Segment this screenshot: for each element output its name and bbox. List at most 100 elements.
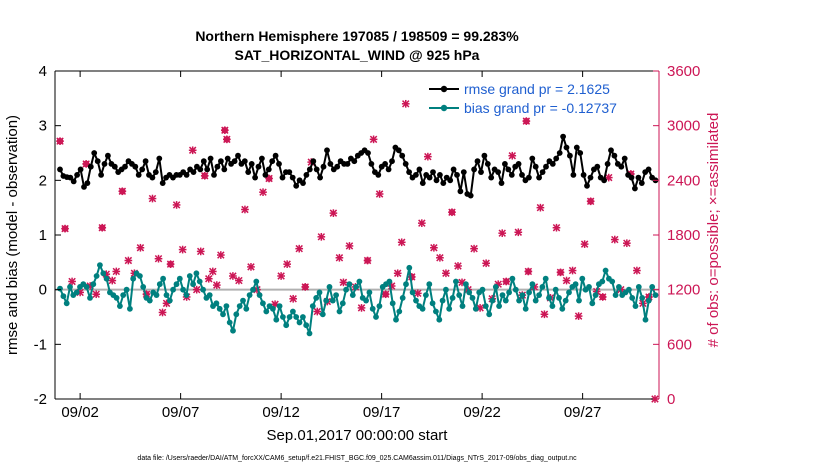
rmse-point (635, 174, 642, 181)
bias-point (549, 303, 556, 309)
rmse-point (94, 158, 101, 165)
bias-point (559, 305, 566, 312)
chart-title-line1: Northern Hemisphere 197085 / 198509 = 99… (195, 28, 519, 44)
rmse-point (269, 158, 276, 165)
bias-point (459, 303, 466, 309)
bias-point (532, 297, 539, 304)
bias-point (516, 297, 522, 304)
obs-assimilated-point (98, 223, 107, 232)
obs-assimilated-point (454, 262, 462, 270)
x-tick-label: 09/07 (162, 404, 200, 421)
rmse-point (279, 174, 286, 181)
bias-point (369, 305, 376, 312)
bias-point (512, 286, 519, 293)
obs-assimilated-point (221, 126, 229, 135)
rmse-point (211, 172, 217, 178)
obs-assimilated-point (223, 135, 231, 144)
rmse-point (235, 152, 241, 159)
rmse-point (604, 161, 611, 167)
rmse-point (399, 152, 406, 159)
rmse-point (553, 155, 560, 162)
bias-point (263, 308, 270, 315)
rmse-point (573, 144, 580, 151)
rmse-point (484, 161, 491, 167)
obs-assimilated-point (381, 290, 390, 299)
bias-point (353, 284, 359, 290)
obs-assimilated-point (556, 268, 565, 277)
series-group (57, 133, 659, 337)
bias-point (616, 284, 622, 290)
bias-point (137, 273, 143, 279)
obs-assimilated-point (301, 283, 310, 291)
bias-point (339, 300, 346, 307)
bias-point (635, 284, 642, 290)
obs-assimilated-point (118, 187, 127, 196)
rmse-point (536, 174, 542, 181)
bias-point (213, 300, 220, 307)
rmse-point (241, 158, 248, 165)
rmse-point (248, 161, 255, 167)
obs-assimilated-point (283, 260, 291, 268)
obs-assimilated-point (204, 274, 213, 283)
obs-assimilated-point (448, 208, 456, 217)
obs-assimilated-point (335, 253, 344, 262)
rmse-point (413, 172, 419, 178)
bias-point (363, 297, 369, 304)
rmse-point (402, 161, 409, 167)
rmse-point (224, 155, 231, 162)
obs-assimilated-point (393, 269, 402, 278)
bias-point (542, 275, 549, 282)
rmse-point (77, 166, 84, 173)
bias-point (645, 297, 652, 304)
rmse-point (638, 180, 645, 187)
obs-assimilated-point (148, 194, 157, 203)
bias-point (472, 305, 479, 312)
rmse-point (567, 152, 573, 159)
bias-point (220, 311, 226, 318)
bias-point (482, 303, 489, 309)
bias-point (539, 284, 546, 290)
obs-assimilated-point (345, 242, 354, 250)
bias-point (323, 297, 330, 304)
obs-assimilated-point (508, 151, 517, 160)
obs-assimilated-point (552, 223, 561, 232)
rmse-point (276, 161, 282, 167)
bias-point (626, 286, 632, 293)
rmse-point (611, 152, 618, 159)
bias-point (566, 289, 572, 296)
x-tick-label: 09/27 (564, 404, 602, 421)
rmse-point (618, 163, 625, 170)
rmse-point (498, 180, 505, 187)
rmse-point (122, 163, 128, 170)
obs-assimilated-point (562, 276, 571, 285)
bias-point (612, 292, 619, 298)
bias-point (586, 284, 592, 290)
obs-assimilated-point (259, 188, 267, 197)
bias-point (166, 297, 173, 304)
bias-point (453, 278, 459, 285)
bias-point (373, 314, 379, 320)
rmse-point (594, 163, 601, 170)
y-axis-label-right: # of obs: o=possible; ×=assimilated (705, 113, 722, 348)
obs-assimilated-point (329, 209, 338, 217)
bias-point (67, 284, 73, 290)
bias-point (403, 281, 409, 288)
rmse-point (159, 180, 166, 187)
obs-assimilated-point (277, 272, 285, 280)
bias-point (419, 305, 426, 312)
rmse-point (406, 169, 412, 176)
rmse-point (200, 158, 207, 165)
rmse-point (317, 174, 323, 181)
bias-point (276, 303, 283, 309)
obs-assimilated-point (212, 281, 221, 289)
bias-point (140, 284, 147, 290)
bias-point (389, 300, 396, 307)
tick-labels: 09/02 09/07 09/12 09/17 09/22 09/27 -2 -1 0 1 2 3 4 0… (34, 63, 701, 421)
observation-count-markers (56, 99, 659, 403)
plot-area (55, 71, 659, 399)
bias-point (366, 289, 373, 296)
obs-assimilated-point (357, 304, 366, 312)
legend-rmse-label: rmse grand pr = 2.1625 (464, 81, 610, 97)
rmse-point (563, 144, 570, 151)
rmse-point (135, 172, 142, 178)
